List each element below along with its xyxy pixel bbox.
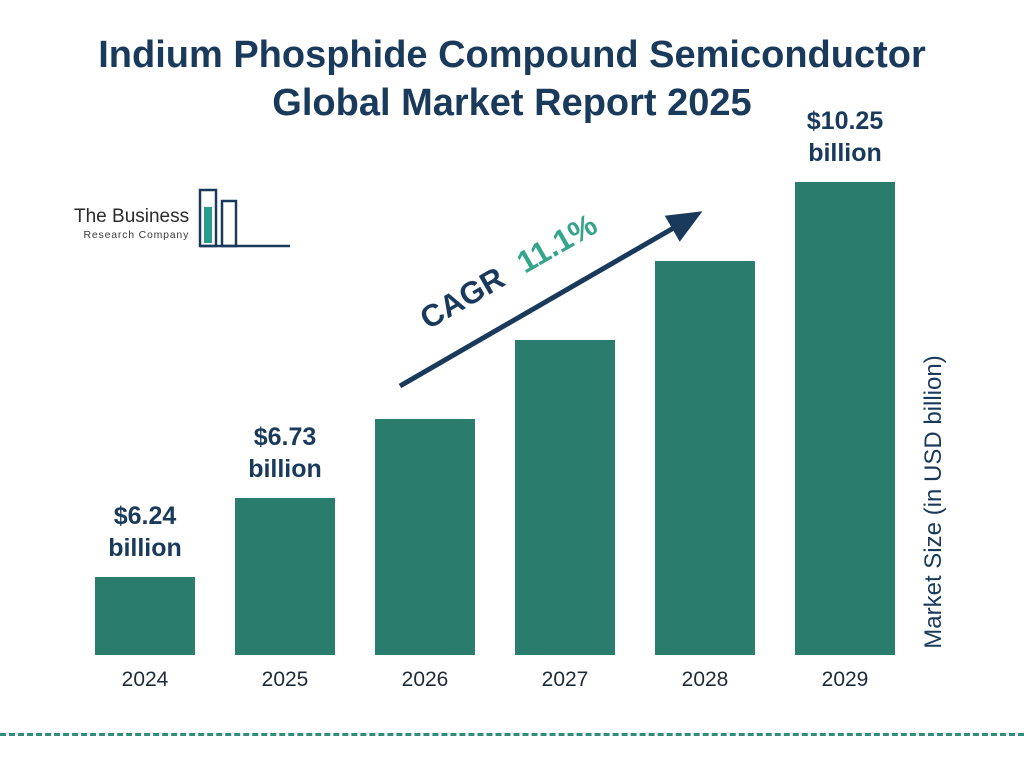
company-logo: The Business Research Company: [74, 186, 293, 257]
bar-2028: [655, 261, 755, 655]
bar-value-label: $10.25 billion: [807, 105, 883, 169]
bottom-dashed-divider: [0, 733, 1024, 736]
bar-column-2028: 2028: [655, 100, 755, 691]
bar-column-2027: 2027: [515, 100, 615, 691]
bar-column-2026: 2026: [375, 100, 475, 691]
bar-2029: [795, 182, 895, 655]
company-subname: Research Company: [83, 229, 190, 241]
bar-column-2024: $6.24 billion 2024: [95, 100, 195, 691]
bar-value-label: $6.24 billion: [108, 500, 182, 564]
bar-2024: [95, 577, 195, 655]
bar-chart: $6.24 billion 2024 $6.73 billion 2025 20…: [95, 100, 895, 691]
company-logo-text: The Business Research Company: [74, 206, 189, 257]
x-axis-label-2027: 2027: [541, 668, 589, 691]
value-unit: billion: [108, 534, 182, 562]
page-title-line2: Global Market Report 2025: [272, 81, 752, 124]
x-axis-label-2029: 2029: [821, 668, 869, 691]
value-amount: $6.24: [113, 502, 177, 530]
value-unit: billion: [248, 455, 322, 483]
y-axis-label: Market Size (in USD billion): [920, 355, 947, 649]
x-axis-label-2025: 2025: [261, 668, 309, 691]
company-name: The Business: [74, 206, 190, 227]
bar-2025: [235, 498, 335, 655]
x-axis-label-2024: 2024: [121, 668, 169, 691]
bar-chart-logo-icon: [197, 186, 293, 257]
page-title-line1: Indium Phosphide Compound Semiconductor: [98, 34, 926, 76]
value-amount: $10.25: [806, 107, 884, 135]
bar-column-2025: $6.73 billion 2025: [235, 100, 335, 691]
bar-column-2029: $10.25 billion 2029: [795, 100, 895, 691]
page-title: Indium Phosphide Compound Semiconductor …: [0, 32, 1024, 128]
value-amount: $6.73: [253, 423, 317, 451]
bar-value-label: $6.73 billion: [248, 421, 322, 485]
value-unit: billion: [808, 139, 882, 167]
bar-2027: [515, 340, 615, 655]
x-axis-label-2026: 2026: [401, 668, 449, 691]
bar-2026: [375, 419, 475, 655]
x-axis-label-2028: 2028: [681, 668, 729, 691]
